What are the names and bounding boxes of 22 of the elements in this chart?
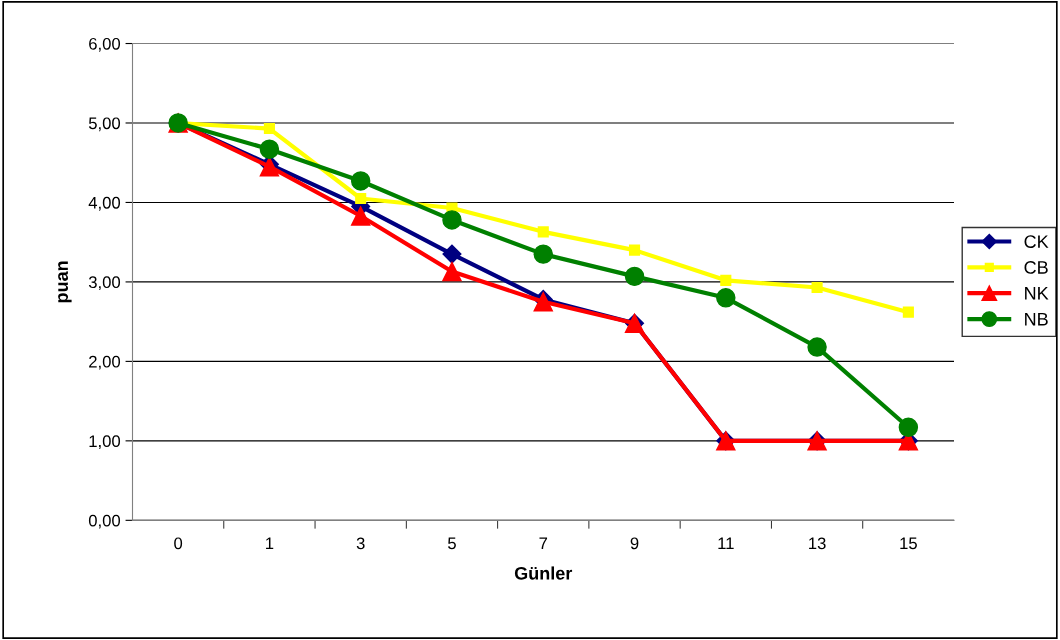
- x-tick-label: 7: [539, 537, 548, 550]
- y-tick-label: 3,00: [88, 276, 121, 291]
- y-tick-label: 2,00: [89, 355, 121, 370]
- x-tick-label: 15: [900, 537, 917, 550]
- x-tick-label: 9: [630, 537, 639, 550]
- x-tick-label: 1: [266, 537, 274, 550]
- y-tick-label: 6,00: [89, 37, 121, 52]
- x-tick-label: 13: [809, 537, 826, 550]
- x-axis-title: Günler: [514, 566, 573, 580]
- y-tick-label: 1,00: [89, 435, 121, 450]
- x-tick-label: 0: [174, 537, 183, 550]
- legend-label: CK: [1024, 235, 1049, 248]
- legend-label: NB: [1025, 312, 1048, 326]
- y-axis-title: puan: [58, 261, 72, 303]
- x-tick-label: 11: [718, 537, 734, 550]
- legend-label: CB: [1024, 261, 1048, 274]
- x-tick-label: 3: [356, 537, 365, 550]
- legend-label: NK: [1025, 287, 1049, 300]
- y-tick-label: 0,00: [88, 514, 121, 529]
- y-tick-label: 4,00: [88, 196, 121, 211]
- y-tick-label: 5,00: [88, 117, 121, 132]
- x-tick-label: 5: [448, 537, 456, 550]
